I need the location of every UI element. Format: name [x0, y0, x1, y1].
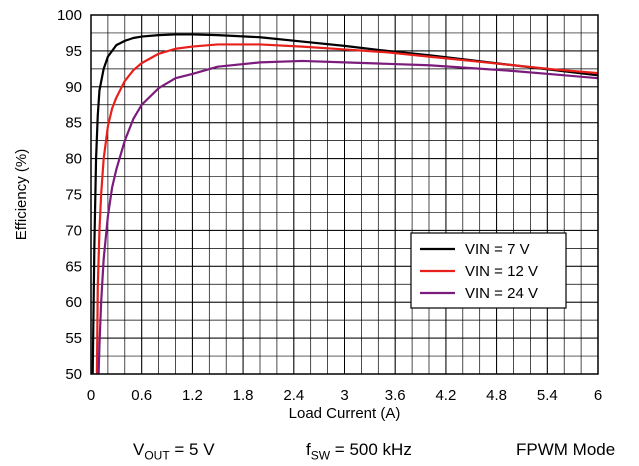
y-tick-label: 55	[65, 330, 82, 347]
x-tick-label: 5.4	[537, 387, 558, 404]
x-tick-labels: 0 0.6 1.2 1.8 2.4 3 3.6 4.2 4.8 5.4 6	[87, 387, 602, 404]
y-tick-label: 95	[65, 43, 82, 60]
y-tick-label: 90	[65, 79, 82, 96]
vout-condition: VOUT = 5 V	[133, 440, 215, 463]
x-tick-label: 4.2	[435, 387, 456, 404]
efficiency-chart: 0 0.6 1.2 1.8 2.4 3 3.6 4.2 4.8 5.4 6 50 55 60 65 70 75…	[13, 7, 602, 422]
x-tick-label: 4.8	[486, 387, 507, 404]
x-axis-label: Load Current (A)	[289, 405, 401, 422]
x-tick-label: 0.6	[131, 387, 152, 404]
legend-label-1: VIN = 7 V	[465, 241, 530, 258]
x-tick-label: 3.6	[385, 387, 406, 404]
x-tick-label: 6	[594, 387, 602, 404]
series-line-3	[97, 59, 598, 374]
series-layer	[91, 33, 598, 374]
y-axis-label: Efficiency (%)	[13, 149, 30, 240]
mode-condition: FPWM Mode	[516, 440, 616, 459]
y-tick-label: 100	[57, 7, 82, 24]
y-tick-labels: 50 55 60 65 70 75 80 85 90 95 100	[57, 7, 82, 383]
x-tick-label: 3	[340, 387, 348, 404]
y-tick-label: 65	[65, 258, 82, 275]
legend-label-2: VIN = 12 V	[465, 263, 538, 280]
x-tick-label: 1.8	[233, 387, 254, 404]
legend-label-3: VIN = 24 V	[465, 285, 538, 302]
plot-frame	[90, 14, 599, 375]
x-tick-label: 2.4	[283, 387, 304, 404]
y-tick-label: 50	[65, 366, 82, 383]
test-conditions: VOUT = 5 V fSW = 500 kHz FPWM Mode	[0, 440, 639, 464]
x-tick-label: 0	[87, 387, 95, 404]
y-tick-label: 80	[65, 151, 82, 168]
legend: VIN = 7 V VIN = 12 V VIN = 24 V	[410, 232, 567, 309]
series-line-2	[95, 43, 598, 374]
x-tick-label: 1.2	[182, 387, 203, 404]
y-tick-label: 60	[65, 294, 82, 311]
y-tick-label: 85	[65, 115, 82, 132]
y-tick-label: 70	[65, 222, 82, 239]
switching-frequency-condition: fSW = 500 kHz	[306, 440, 412, 463]
y-tick-label: 75	[65, 187, 82, 204]
series-line-1	[91, 33, 598, 374]
